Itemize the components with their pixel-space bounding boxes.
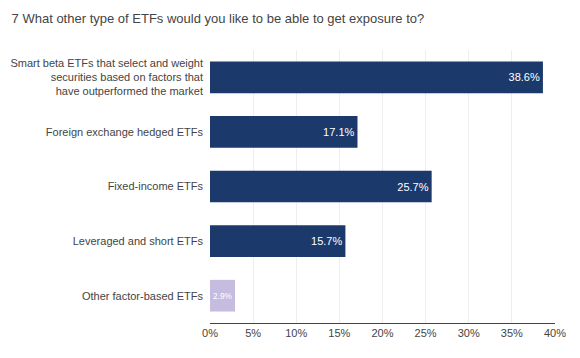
svg-text:20%: 20% — [371, 327, 393, 339]
svg-text:38.6%: 38.6% — [509, 71, 540, 83]
svg-text:Smart beta ETFs that select an: Smart beta ETFs that select and weightse… — [10, 57, 203, 98]
svg-text:30%: 30% — [458, 327, 480, 339]
svg-text:17.1%: 17.1% — [323, 126, 354, 138]
svg-text:5%: 5% — [245, 327, 261, 339]
svg-text:0%: 0% — [202, 327, 218, 339]
svg-text:35%: 35% — [501, 327, 523, 339]
svg-text:25.7%: 25.7% — [397, 181, 428, 193]
svg-text:15.7%: 15.7% — [311, 235, 342, 247]
svg-text:Leveraged and short ETFs: Leveraged and short ETFs — [73, 235, 204, 247]
svg-text:Fixed-income ETFs: Fixed-income ETFs — [108, 180, 204, 192]
svg-text:Other factor-based ETFs: Other factor-based ETFs — [82, 290, 204, 302]
svg-text:Foreign exchange hedged ETFs: Foreign exchange hedged ETFs — [46, 126, 204, 138]
svg-text:2.9%: 2.9% — [213, 292, 232, 301]
svg-text:40%: 40% — [544, 327, 566, 339]
svg-text:7 What other type of ETFs woul: 7 What other type of ETFs would you like… — [12, 11, 425, 26]
svg-text:25%: 25% — [415, 327, 437, 339]
svg-text:10%: 10% — [285, 327, 307, 339]
svg-text:15%: 15% — [328, 327, 350, 339]
